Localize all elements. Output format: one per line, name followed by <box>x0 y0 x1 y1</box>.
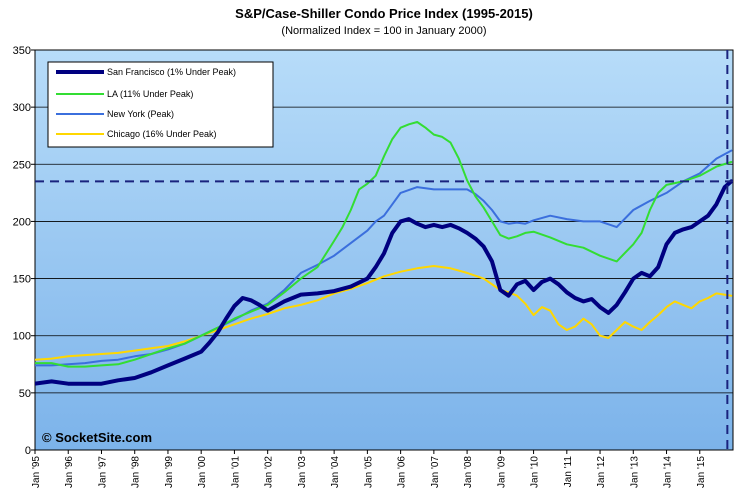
x-tick-label: Jan '02 <box>264 456 275 488</box>
x-tick-label: Jan '11 <box>563 456 574 488</box>
x-tick-label: Jan '05 <box>363 456 374 488</box>
y-tick-label: 50 <box>19 388 31 400</box>
x-tick-label: Jan '13 <box>629 456 640 488</box>
series-group <box>35 121 733 386</box>
chart-title: S&P/Case-Shiller Condo Price Index (1995… <box>235 6 533 21</box>
y-tick-label: 250 <box>13 159 31 171</box>
x-tick-label: Jan '00 <box>197 456 208 488</box>
legend-label-sf: San Francisco (1% Under Peak) <box>107 67 236 77</box>
x-tick-label: Jan '99 <box>164 456 175 488</box>
x-tick-label: Jan '96 <box>64 456 75 488</box>
y-tick-label: 300 <box>13 102 31 114</box>
x-tick-label: Jan '15 <box>696 456 707 488</box>
chart-subtitle: (Normalized Index = 100 in January 2000) <box>281 25 486 37</box>
legend-label-chicago: Chicago (16% Under Peak) <box>107 129 217 139</box>
x-tick-label: Jan '14 <box>663 456 674 488</box>
x-tick-label: Jan '06 <box>397 456 408 488</box>
x-tick-label: Jan '12 <box>596 456 607 488</box>
x-tick-label: Jan '03 <box>297 456 308 488</box>
x-tick-label: Jan '10 <box>530 456 541 488</box>
legend: San Francisco (1% Under Peak) LA (11% Un… <box>47 61 274 148</box>
y-tick-label: 350 <box>13 45 31 57</box>
gridlines <box>35 106 733 394</box>
x-tick-label: Jan '98 <box>131 456 142 488</box>
series-line-chicago <box>35 265 733 361</box>
x-tick-label: Jan '01 <box>230 456 241 488</box>
y-tick-label: 150 <box>13 274 31 286</box>
legend-label-ny: New York (Peak) <box>107 109 174 119</box>
x-tick-label: Jan '07 <box>430 456 441 488</box>
y-tick-label: 100 <box>13 331 31 343</box>
y-tick-label: 200 <box>13 216 31 228</box>
x-tick-label: Jan '08 <box>463 456 474 488</box>
series-line-new-york <box>35 149 733 367</box>
legend-label-la: LA (11% Under Peak) <box>107 89 193 99</box>
x-tick-label: Jan '95 <box>31 456 42 488</box>
x-axis: Jan '95 Jan '96 Jan '97 Jan '98 Jan '99 Jan '… <box>31 450 707 488</box>
series-line-san-francisco <box>35 179 733 386</box>
x-tick-label: Jan '97 <box>97 456 108 488</box>
watermark: © SocketSite.com <box>42 430 152 445</box>
x-tick-label: Jan '09 <box>496 456 507 488</box>
x-tick-label: Jan '04 <box>330 456 341 488</box>
y-tick-label: 0 <box>25 445 31 457</box>
legend-box <box>47 61 274 148</box>
series-line-la <box>35 121 733 368</box>
y-axis: 0 50 100 150 200 250 300 350 <box>13 45 35 457</box>
